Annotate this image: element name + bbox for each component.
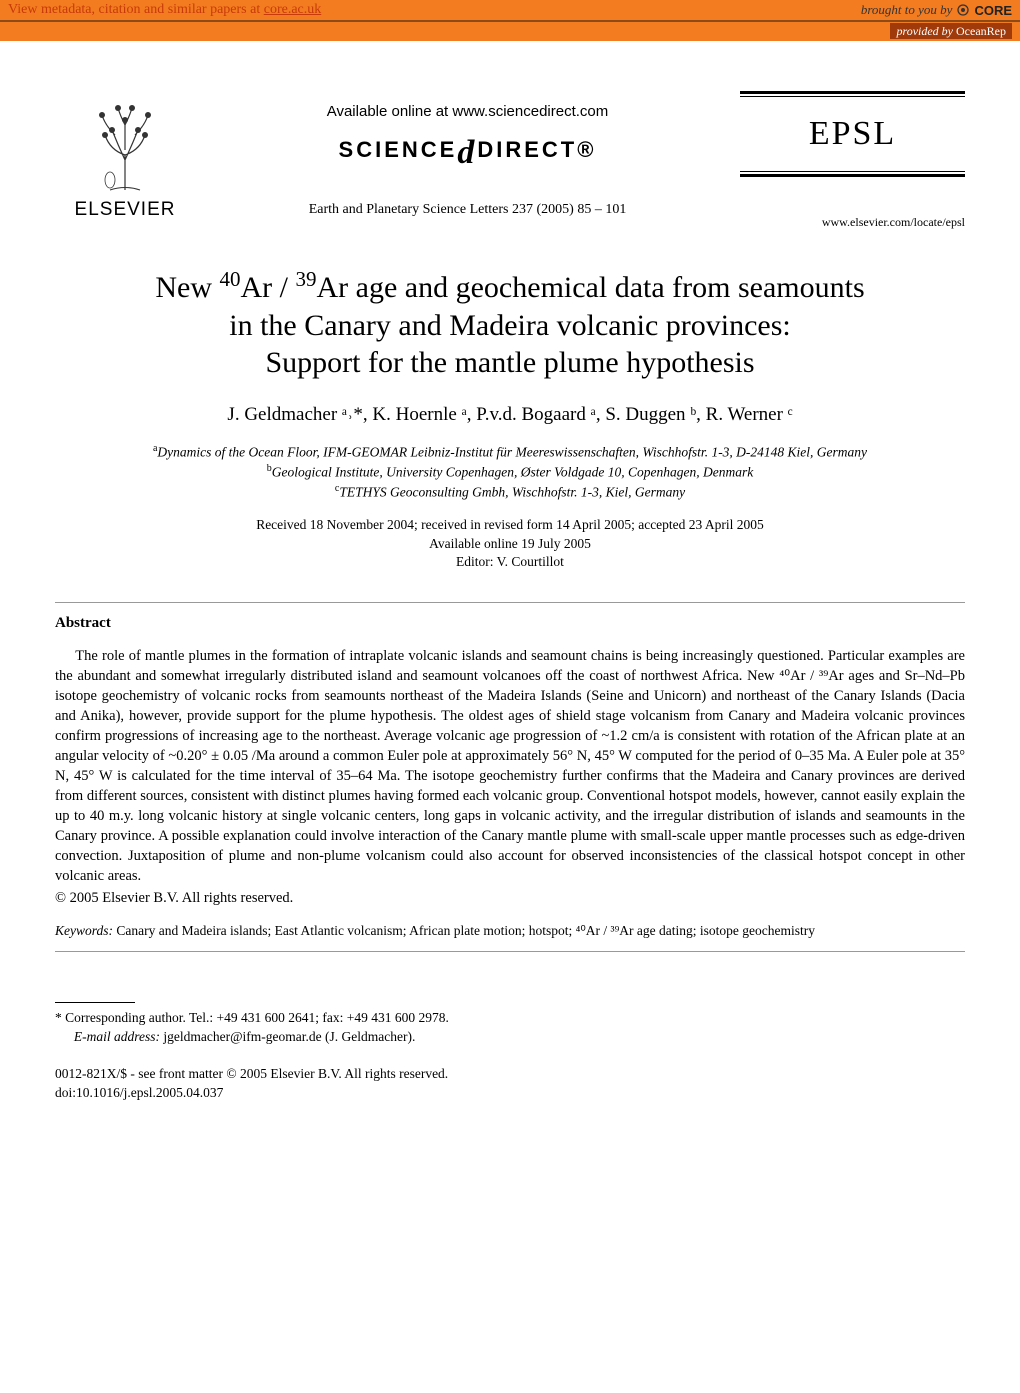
journal-reference: Earth and Planetary Science Letters 237 … <box>195 202 740 218</box>
online-line: Available online 19 July 2005 <box>55 535 965 554</box>
available-online-text: Available online at www.sciencedirect.co… <box>195 103 740 120</box>
article-dates: Received 18 November 2004; received in r… <box>55 516 965 573</box>
authors-line: J. Geldmacher ᵃ˒*, K. Hoernle ᵃ, P.v.d. … <box>55 404 965 426</box>
article-title: New 40Ar / 39Ar age and geochemical data… <box>55 266 965 382</box>
keywords-label: Keywords: <box>55 923 113 938</box>
keywords-line: Keywords: Canary and Madeira islands; Ea… <box>55 923 965 939</box>
sd-d-glyph: d <box>457 134 477 171</box>
elsevier-label: ELSEVIER <box>75 199 176 221</box>
elsevier-tree-icon <box>80 100 170 195</box>
header-center: Available online at www.sciencedirect.co… <box>195 103 740 218</box>
footnote-rule <box>55 1002 135 1003</box>
locate-url: www.elsevier.com/locate/epsl <box>740 215 965 230</box>
copyright-line: © 2005 Elsevier B.V. All rights reserved… <box>55 890 965 907</box>
affiliations: aDynamics of the Ocean Floor, IFM-GEOMAR… <box>55 442 965 502</box>
header-right: EPSL www.elsevier.com/locate/epsl <box>740 91 965 230</box>
core-link[interactable]: core.ac.uk <box>264 2 322 17</box>
epsl-box: EPSL <box>740 91 965 177</box>
front-matter-line2: doi:10.1016/j.epsl.2005.04.037 <box>55 1084 965 1103</box>
affil-a: Dynamics of the Ocean Floor, IFM-GEOMAR … <box>157 444 867 459</box>
received-line: Received 18 November 2004; received in r… <box>55 516 965 535</box>
brought-by-text: brought to you by <box>861 2 953 18</box>
core-icon <box>956 3 970 17</box>
abstract-body: The role of mantle plumes in the formati… <box>55 646 965 886</box>
keywords-text: Canary and Madeira islands; East Atlanti… <box>113 923 815 938</box>
journal-header: ELSEVIER Available online at www.science… <box>55 91 965 230</box>
rule-top <box>55 602 965 603</box>
provided-tag: provided by OceanRep <box>890 23 1012 39</box>
front-matter-line1: 0012-821X/$ - see front matter © 2005 El… <box>55 1065 965 1084</box>
corresponding-author: * Corresponding author. Tel.: +49 431 60… <box>55 1009 965 1028</box>
sd-right: DIRECT® <box>477 137 596 162</box>
affil-b: Geological Institute, University Copenha… <box>272 464 753 479</box>
core-banner: View metadata, citation and similar pape… <box>0 0 1020 22</box>
elsevier-logo-block: ELSEVIER <box>55 100 195 221</box>
banner-left-text: View metadata, citation and similar pape… <box>8 2 264 17</box>
email-value: jgeldmacher@ifm-geomar.de (J. Geldmacher… <box>160 1029 415 1044</box>
sciencedirect-logo: SCIENCEdDIRECT® <box>195 134 740 172</box>
footnotes: * Corresponding author. Tel.: +49 431 60… <box>55 1009 965 1047</box>
provided-bar: provided by OceanRep <box>0 22 1020 41</box>
front-matter: 0012-821X/$ - see front matter © 2005 El… <box>55 1065 965 1103</box>
abstract-text: The role of mantle plumes in the formati… <box>55 646 965 886</box>
epsl-label: EPSL <box>809 115 896 152</box>
email-label: E-mail address: <box>74 1029 160 1044</box>
abstract-heading: Abstract <box>55 615 965 632</box>
page-content: ELSEVIER Available online at www.science… <box>0 41 1020 1143</box>
rule-bottom <box>55 951 965 952</box>
core-logo-text: CORE <box>974 3 1012 18</box>
email-line: E-mail address: jgeldmacher@ifm-geomar.d… <box>55 1028 965 1047</box>
editor-line: Editor: V. Courtillot <box>55 553 965 572</box>
banner-right: brought to you by CORE <box>861 2 1012 18</box>
affil-c: TETHYS Geoconsulting Gmbh, Wischhofstr. … <box>339 484 685 499</box>
banner-left: View metadata, citation and similar pape… <box>8 2 321 18</box>
epsl-inner: EPSL <box>740 96 965 172</box>
sd-left: SCIENCE <box>339 137 458 162</box>
